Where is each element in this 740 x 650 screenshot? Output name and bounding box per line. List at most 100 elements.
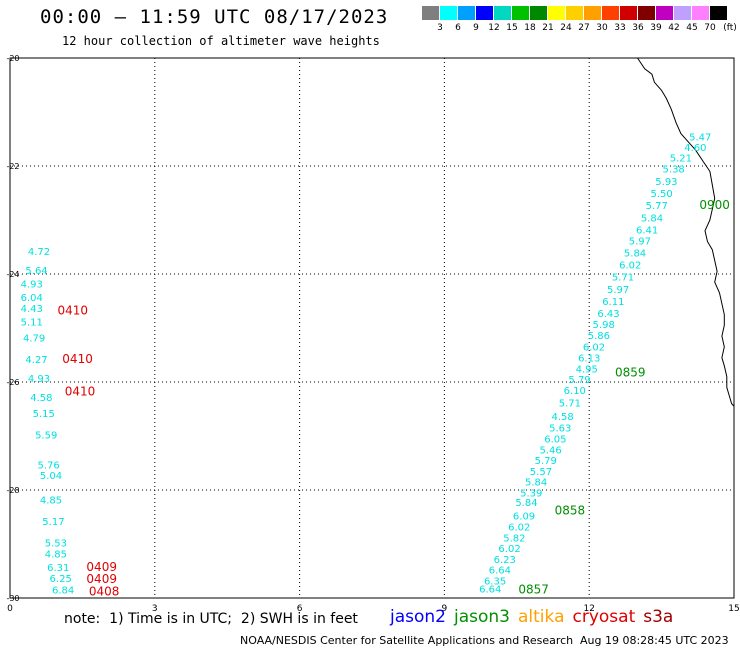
color-swatch <box>692 6 709 20</box>
wave-height-label: 4.79 <box>23 334 45 345</box>
color-swatch <box>566 6 583 20</box>
wave-height-label: 4.95 <box>576 364 598 375</box>
wave-height-label: 6.02 <box>508 523 530 534</box>
wave-height-label: 5.53 <box>45 539 67 550</box>
wave-height-label: 4.27 <box>25 355 47 366</box>
wave-height-label: 5.86 <box>588 331 610 342</box>
wave-height-label: 6.25 <box>50 574 72 585</box>
coastline <box>637 57 735 407</box>
wave-height-label: 6.31 <box>47 563 69 574</box>
wave-height-label: 6.10 <box>564 386 586 397</box>
wave-height-label: 4.85 <box>45 550 67 561</box>
satellite-name: jason3 <box>454 607 510 627</box>
pass-time-label: 0410 <box>57 304 88 318</box>
wave-height-label: 5.21 <box>670 154 692 165</box>
wave-height-label: 5.50 <box>650 189 672 200</box>
satellite-name: s3a <box>643 607 674 627</box>
wave-height-label: 6.43 <box>597 309 619 320</box>
wave-height-label: 5.97 <box>607 285 629 296</box>
wave-height-label: 5.38 <box>663 164 685 175</box>
axes: 0 3 6 9 12 15 -20 -22 -24 -26 -28 -30 <box>6 54 739 614</box>
chart-title: 00:00 – 11:59 UTC 08/17/2023 <box>40 6 389 28</box>
color-label: 39 <box>650 23 662 33</box>
wave-height-label: 6.02 <box>619 261 641 272</box>
wave-height-label: 5.11 <box>21 317 43 328</box>
satellite-name: altika <box>518 607 565 627</box>
data-labels: 5.474.605.215.385.935.505.775.846.415.97… <box>21 133 730 599</box>
wave-height-label: 5.97 <box>629 236 651 247</box>
color-label: 15 <box>506 23 518 33</box>
wave-height-label: 5.64 <box>25 266 47 277</box>
color-swatch <box>494 6 511 20</box>
pass-time-label: 0857 <box>518 583 549 597</box>
color-swatch <box>584 6 601 20</box>
satellite-name: cryosat <box>572 607 636 627</box>
color-swatch <box>620 6 637 20</box>
color-label: 70 <box>704 23 716 33</box>
color-label: 30 <box>596 23 608 33</box>
wave-height-label: 5.98 <box>593 320 615 331</box>
wave-height-label: 6.84 <box>52 586 74 597</box>
coastline-line <box>637 57 735 407</box>
wave-height-label: 4.93 <box>28 374 50 385</box>
wave-height-label: 6.64 <box>489 566 511 577</box>
satellite-name: jason2 <box>390 607 446 627</box>
x-tick-label: 12 <box>583 604 594 614</box>
wave-height-label: 6.64 <box>479 585 501 596</box>
color-label: 42 <box>668 23 680 33</box>
color-label: 21 <box>542 23 554 33</box>
wave-height-label: 6.02 <box>498 544 520 555</box>
wave-height-label: 5.71 <box>559 398 581 409</box>
pass-time-label: 0409 <box>86 560 117 574</box>
x-tick-label: 9 <box>442 604 448 614</box>
wave-height-label: 5.84 <box>641 214 663 225</box>
footer-note: note: 1) Time is in UTC; 2) SWH is in fe… <box>64 611 358 627</box>
color-swatch <box>548 6 565 20</box>
wave-height-label: 6.41 <box>636 226 658 237</box>
wave-height-label: 5.15 <box>33 409 55 420</box>
x-tick-label: 0 <box>7 604 13 614</box>
wave-height-label: 5.84 <box>624 249 646 260</box>
wave-height-label: 6.09 <box>513 512 535 523</box>
pass-time-label: 0900 <box>699 198 730 212</box>
wave-height-label: 5.39 <box>520 488 542 499</box>
wave-height-label: 5.84 <box>515 498 537 509</box>
y-tick-label: -22 <box>6 162 19 171</box>
color-label: 45 <box>686 23 698 33</box>
pass-time-label: 0409 <box>86 572 117 586</box>
y-tick-label: -28 <box>6 486 19 495</box>
color-label: 18 <box>524 23 536 33</box>
wave-height-label: 5.79 <box>535 456 557 467</box>
color-swatch <box>458 6 475 20</box>
color-swatch <box>440 6 457 20</box>
color-label: 6 <box>455 23 461 33</box>
wave-height-label: 6.04 <box>21 293 43 304</box>
wave-height-label: 6.02 <box>583 343 605 354</box>
color-swatch <box>602 6 619 20</box>
color-swatch <box>656 6 673 20</box>
wave-height-label: 4.43 <box>21 304 43 315</box>
wave-height-label: 5.71 <box>612 272 634 283</box>
x-tick-label: 3 <box>152 604 158 614</box>
pass-time-label: 0410 <box>65 385 96 399</box>
color-label: 36 <box>632 23 644 33</box>
wave-height-label: 6.13 <box>578 353 600 364</box>
y-tick-label: -26 <box>6 378 19 387</box>
color-swatch <box>422 6 439 20</box>
chart-subtitle: 12 hour collection of altimeter wave hei… <box>62 34 380 48</box>
wave-height-label: 4.85 <box>40 496 62 507</box>
wave-height-label: 4.72 <box>28 247 50 258</box>
wave-height-label: 4.60 <box>684 143 706 154</box>
color-label: 12 <box>488 23 500 33</box>
pass-time-label: 0859 <box>615 366 646 380</box>
color-swatch <box>512 6 529 20</box>
wave-height-label: 4.58 <box>552 412 574 423</box>
pass-time-label: 0408 <box>89 584 120 598</box>
wave-height-label: 5.47 <box>689 133 711 144</box>
grid <box>9 57 735 599</box>
wave-height-label: 4.93 <box>21 280 43 291</box>
wave-height-label: 6.23 <box>494 555 516 566</box>
wave-height-label: 5.63 <box>549 424 571 435</box>
pass-time-label: 0410 <box>62 352 93 366</box>
